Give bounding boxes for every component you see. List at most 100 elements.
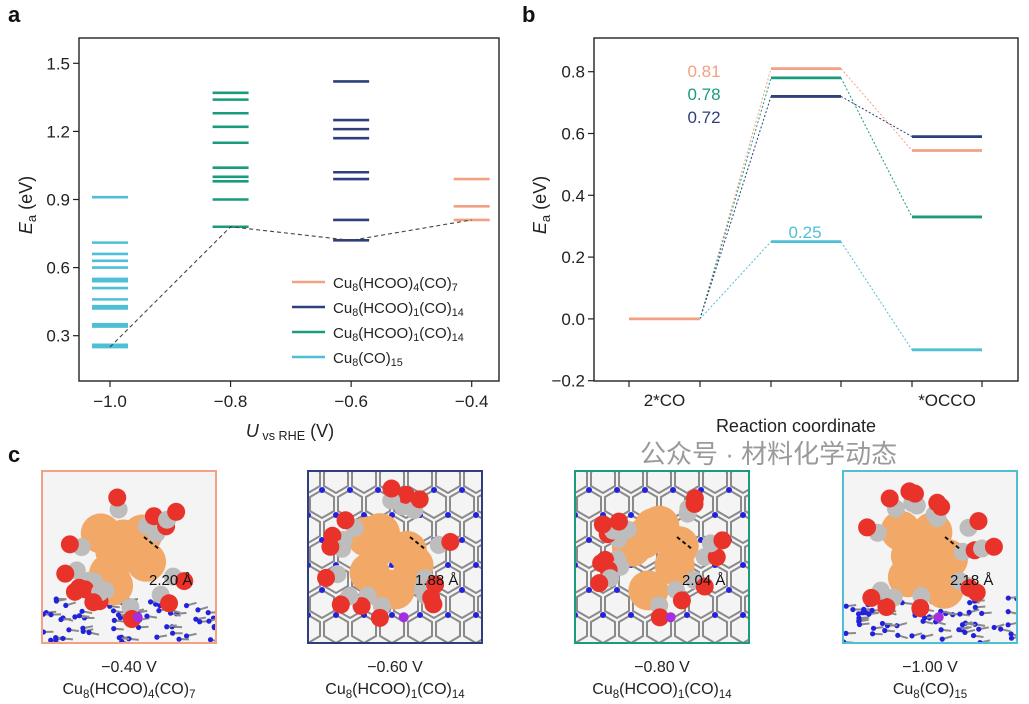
formula-label: Cu8(HCOO)1(CO)14 — [325, 681, 465, 701]
nitrogen-atom — [966, 609, 972, 615]
barrier-label-cyan: 0.25 — [788, 223, 821, 242]
x-tick-label: −0.8 — [214, 392, 248, 411]
x-axis-title: Reaction coordinate — [716, 416, 876, 436]
nitrogen-atom — [628, 512, 634, 518]
structure-render — [575, 462, 760, 643]
nitrogen-atom — [843, 603, 849, 609]
oxygen-atom — [650, 608, 669, 627]
cc-distance-line — [409, 536, 426, 550]
hydrogen-atom — [665, 612, 676, 623]
oxygen-atom — [590, 574, 609, 593]
nitrogen-atom — [938, 627, 944, 633]
nitrogen-atom — [909, 633, 915, 639]
hydrogen-atom — [398, 612, 409, 623]
nitrogen-atom — [1005, 595, 1011, 601]
nitrogen-atom — [154, 634, 160, 640]
substrate-ring — [435, 563, 461, 595]
panel-label-c: c — [8, 442, 20, 467]
stage-label: *OCCO — [918, 391, 976, 410]
nitrogen-atom — [164, 624, 170, 630]
potential-label: −0.60 V — [367, 659, 423, 676]
nitrogen-atom — [48, 637, 54, 643]
nitrogen-atom — [445, 462, 451, 468]
oxygen-atom — [713, 531, 732, 550]
nitrogen-atom — [939, 636, 945, 642]
nitrogen-atom — [614, 587, 620, 593]
structure-frame — [574, 470, 750, 644]
nitrogen-atom — [60, 635, 66, 642]
y-tick-label: 0.6 — [561, 125, 585, 144]
oxygen-atom — [410, 490, 429, 509]
nitrogen-atom — [333, 462, 339, 468]
y-tick-label: 1.2 — [46, 122, 70, 141]
panel-label-a: a — [8, 2, 21, 27]
nitrogen-atom — [319, 587, 325, 593]
nitrogen-atom — [967, 600, 973, 606]
y-tick-label: 0.4 — [561, 186, 585, 205]
oxygen-atom — [672, 591, 691, 610]
nitrogen-atom — [843, 630, 849, 636]
oxygen-atom — [108, 488, 127, 507]
oxygen-atom — [352, 597, 371, 616]
nitrogen-atom — [712, 612, 718, 618]
structure-1: 2.20 Å −0.40 V Cu8(HCOO)4(CO)7 — [41, 470, 217, 701]
substrate-ring — [744, 593, 749, 615]
connector-cyan — [840, 241, 913, 351]
y-tick-label: 0.8 — [561, 63, 585, 82]
substrate-ring — [702, 613, 728, 643]
stage-label: 2*CO — [644, 391, 686, 410]
nitrogen-atom — [183, 633, 190, 639]
chart-a-activation-energy-vs-potential: −1.0 −0.8 −0.6 −0.4 0.3 0.6 0.9 1.2 1.5 Cu8(HCOO)… — [16, 37, 500, 443]
legend-label: Cu8(HCOO)4(CO)7 — [333, 275, 458, 294]
nitrogen-atom — [850, 606, 856, 613]
substrate-ring — [463, 513, 482, 545]
nitrogen-atom — [431, 487, 437, 493]
nitrogen-atom — [1005, 609, 1011, 615]
nitrogen-atom — [63, 602, 69, 609]
x-tick-label: −1.0 — [93, 392, 127, 411]
nitrogen-atom — [473, 562, 479, 568]
y-tick-label: 0.2 — [561, 248, 585, 267]
nitrogen-atom — [361, 512, 367, 518]
nitrogen-atom — [1005, 622, 1011, 628]
watermark: 公众号 · 材料化学动态 — [640, 439, 897, 469]
substrate-ring — [308, 513, 321, 545]
potential-label: −0.80 V — [634, 659, 690, 676]
nitrogen-atom — [76, 613, 83, 619]
structure-4: 2.18 Å −1.00 V Cu8(CO)15 — [842, 470, 1018, 701]
substrate-ring — [575, 613, 588, 643]
substrate-ring — [407, 613, 433, 643]
nitrogen-atom — [147, 599, 154, 605]
substrate-ring — [744, 493, 749, 515]
y-axis-title: Ea (eV) — [16, 176, 39, 234]
nitrogen-atom — [1008, 635, 1015, 641]
oxygen-atom — [426, 575, 445, 594]
nitrogen-atom — [754, 587, 760, 593]
nitrogen-atom — [487, 587, 493, 593]
oxygen-atom — [862, 588, 881, 607]
oxygen-atom — [685, 494, 704, 513]
nitrogen-atom — [473, 512, 479, 518]
connector-green — [699, 77, 772, 320]
substrate-ring — [716, 588, 742, 620]
nitrogen-atom — [628, 462, 634, 468]
oxygen-atom — [858, 518, 877, 537]
cc-distance-label: 1.88 Å — [415, 572, 458, 589]
nitrogen-atom — [197, 619, 203, 625]
nitrogen-atom — [445, 562, 451, 568]
nitrogen-atom — [48, 612, 54, 618]
cc-distance-line — [143, 536, 160, 550]
substrate-ring — [730, 513, 749, 545]
nitrogen-atom — [206, 618, 212, 624]
nitrogen-atom — [628, 612, 634, 618]
nitrogen-atom — [389, 462, 395, 468]
nitrogen-atom — [305, 462, 311, 468]
formula-label: Cu8(HCOO)4(CO)7 — [63, 681, 196, 701]
nitrogen-atom — [754, 487, 760, 493]
substrate-bond — [1016, 597, 1017, 600]
nitrogen-atom — [855, 611, 862, 617]
potential-label: −0.40 V — [101, 659, 157, 676]
hydrogen-atom — [132, 612, 143, 623]
nitrogen-atom — [319, 487, 325, 493]
